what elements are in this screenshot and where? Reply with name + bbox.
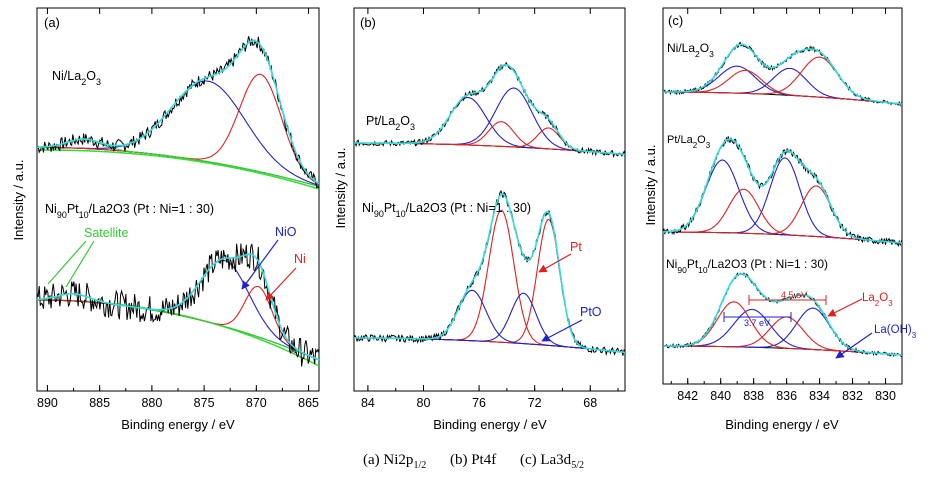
panel-b-sample-1-label: Pt/La2O3 bbox=[366, 114, 415, 132]
panel-c-y-axis-label: Intensity / a.u. bbox=[643, 145, 658, 226]
annotation-pto: PtO bbox=[580, 305, 602, 319]
annotation-laoh3-arrow bbox=[835, 332, 873, 359]
panel-c-ticks: 842 840 838 836 834 832 830 bbox=[670, 8, 903, 403]
panel-a: 890 885 880 875 870 865 (a) Ni/La2O3 Ni90Pt10… bbox=[11, 7, 320, 432]
panel-b-y-axis-label: Intensity / a.u. bbox=[333, 148, 348, 229]
fit-envelope-line bbox=[663, 138, 903, 244]
panel-a-curves bbox=[36, 36, 320, 367]
panel-a-label: (a) bbox=[44, 15, 60, 30]
panel-b-x-axis-label: Binding energy / eV bbox=[433, 417, 547, 432]
x-tick-label: 830 bbox=[875, 389, 896, 403]
panel-c-curves bbox=[662, 41, 903, 358]
panel-c-x-axis-label: Binding energy / eV bbox=[725, 417, 839, 432]
x-tick-label: 84 bbox=[361, 396, 375, 410]
annotation-laoh3: La(OH)3 bbox=[874, 324, 917, 340]
annotation-satellite: Satellite bbox=[84, 226, 129, 240]
raw-spectrum-line bbox=[662, 272, 903, 358]
splitting-laoh3-label: 3.7 eV bbox=[744, 318, 770, 328]
x-tick-label: 880 bbox=[141, 396, 162, 410]
x-tick-label: 870 bbox=[246, 396, 267, 410]
panel-a-ticks: 890 885 880 875 870 865 bbox=[37, 8, 319, 410]
panel-c-sample-2-label: Pt/La2O3 bbox=[667, 134, 711, 150]
annotation-satellite-arrow-2 bbox=[65, 240, 95, 288]
annotation-nio: NiO bbox=[275, 225, 297, 239]
x-tick-label: 834 bbox=[809, 389, 830, 403]
x-tick-label: 836 bbox=[776, 389, 797, 403]
fit-envelope-line bbox=[663, 43, 903, 105]
annotation-pt-arrow bbox=[538, 253, 572, 273]
panel-c-sample-1-label: Ni/La2O3 bbox=[667, 41, 714, 59]
x-tick-label: 842 bbox=[677, 389, 698, 403]
annotation-la2o3: La2O3 bbox=[862, 292, 893, 308]
panel-a-x-axis-label: Binding energy / eV bbox=[121, 417, 235, 432]
caption-a: (a) Ni2p1/2 bbox=[363, 452, 427, 471]
annotation-satellite-arrow-1 bbox=[47, 240, 87, 285]
panel-c-frame bbox=[662, 7, 903, 385]
x-tick-label: 840 bbox=[710, 389, 731, 403]
panel-c-label: (c) bbox=[668, 13, 683, 28]
x-tick-label: 68 bbox=[583, 396, 597, 410]
x-tick-label: 838 bbox=[743, 389, 764, 403]
panel-b-ticks: 84 80 76 72 68 bbox=[361, 8, 619, 410]
x-tick-label: 72 bbox=[528, 396, 542, 410]
annotation-ni: Ni bbox=[294, 252, 306, 266]
fit-envelope-line bbox=[354, 64, 626, 156]
x-tick-label: 832 bbox=[842, 389, 863, 403]
caption-c: (c) La3d5/2 bbox=[519, 452, 584, 471]
x-tick-label: 890 bbox=[37, 396, 58, 410]
panel-b-curves bbox=[353, 61, 626, 357]
panel-a-sample-2-label: Ni90Pt10/La2O3 (Pt : Ni=1 : 30) bbox=[45, 202, 214, 220]
fit-envelope-line bbox=[354, 193, 626, 354]
annotation-pto-arrow bbox=[541, 319, 583, 342]
x-tick-label: 76 bbox=[472, 396, 486, 410]
figure-caption: (a) Ni2p1/2 (b) Pt4f (c) La3d5/2 bbox=[0, 452, 947, 471]
panel-b-label: (b) bbox=[360, 15, 376, 30]
panel-b-frame bbox=[353, 7, 626, 392]
panel-b-sample-2-label: Ni90Pt10/La2O3 (Pt : Ni=1 : 30) bbox=[362, 201, 531, 219]
x-tick-label: 875 bbox=[194, 396, 215, 410]
x-tick-label: 885 bbox=[89, 396, 110, 410]
annotation-ni-arrow bbox=[265, 267, 297, 301]
fit-envelope-line bbox=[37, 39, 320, 185]
fit-envelope-line bbox=[36, 253, 320, 361]
panel-c-sample-3-label: Ni90Pt10/La2O3 (Pt : Ni=1 : 30) bbox=[666, 257, 828, 275]
panel-a-sample-1-label: Ni/La2O3 bbox=[52, 69, 101, 87]
splitting-la2o3-label: 4.5 eV bbox=[781, 290, 807, 300]
panel-c: 842 840 838 836 834 832 830 (c) Ni/La2O3 Pt/La… bbox=[643, 7, 917, 432]
annotation-nio-arrow bbox=[241, 239, 279, 290]
caption-b: (b) Pt4f bbox=[449, 452, 497, 468]
panel-a-y-axis-label: Intensity / a.u. bbox=[11, 160, 26, 241]
x-tick-label: 80 bbox=[417, 396, 431, 410]
peak-component-line bbox=[663, 69, 903, 105]
annotation-la2o3-arrow bbox=[827, 298, 863, 317]
panel-b: 84 80 76 72 68 (b) Pt/La2O3 Ni90Pt10/La2O3 (… bbox=[333, 7, 626, 432]
x-tick-label: 865 bbox=[298, 396, 319, 410]
annotation-pt: Pt bbox=[570, 240, 582, 254]
background-line bbox=[37, 149, 320, 190]
